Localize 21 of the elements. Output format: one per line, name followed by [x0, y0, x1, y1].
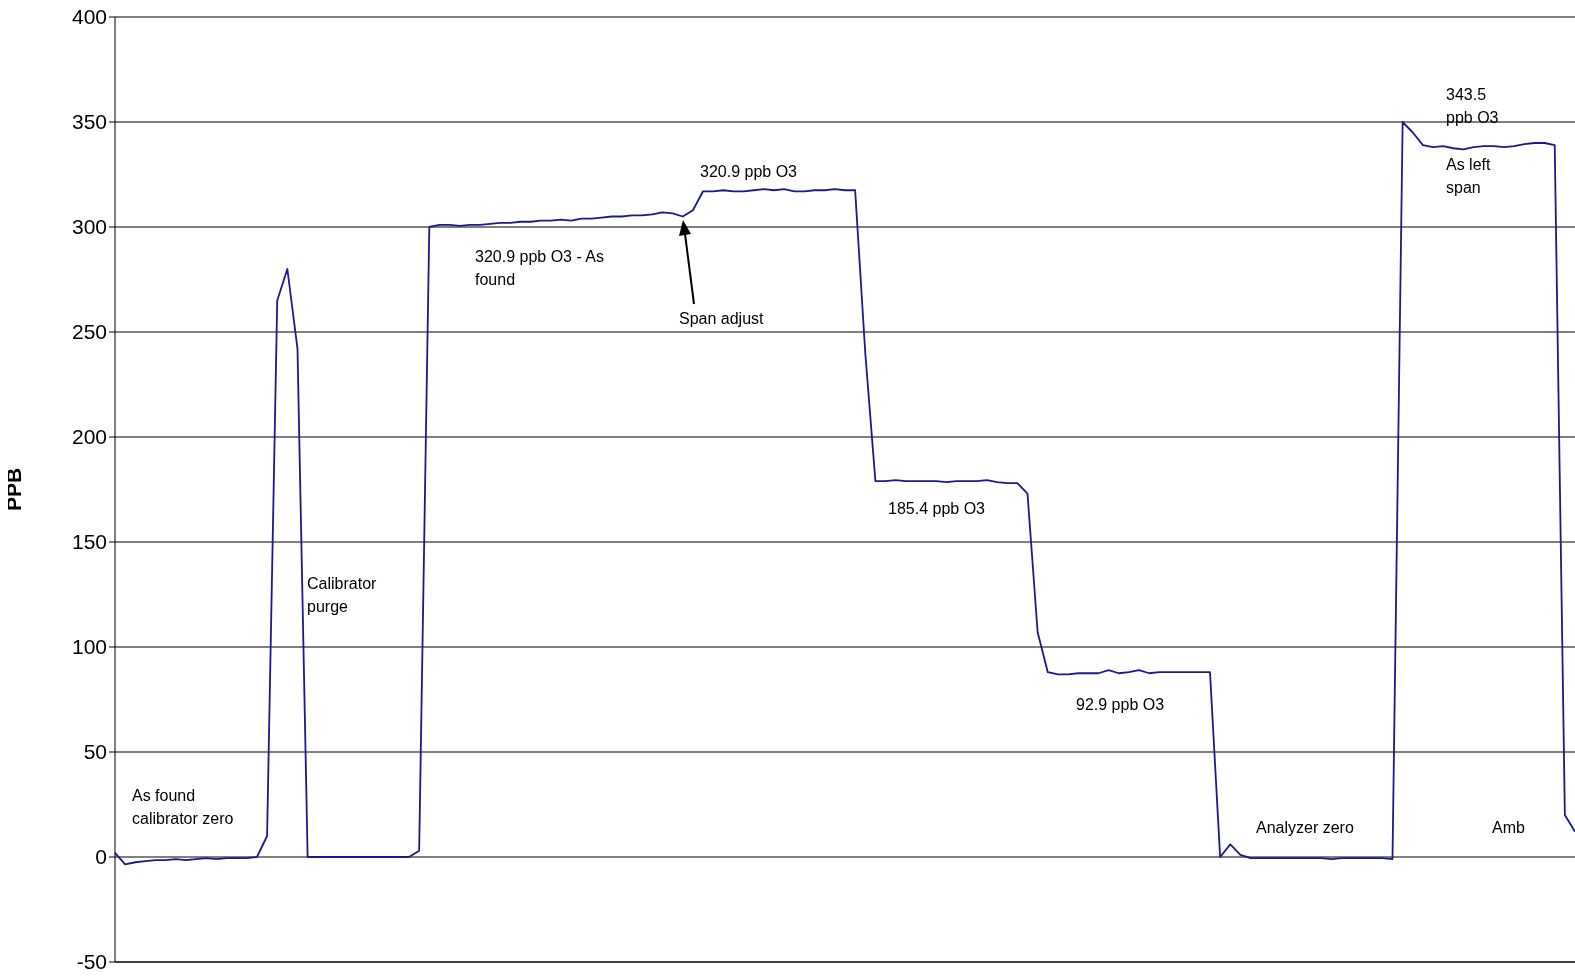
- y-tick-label: 400: [71, 5, 107, 29]
- annotation: Calibrator purge: [307, 574, 378, 617]
- y-tick-label: 350: [71, 110, 107, 134]
- annotation: 343.5 ppb O3: [1446, 85, 1500, 128]
- y-tick-label: 250: [71, 320, 107, 344]
- annotation: 92.9 ppb O3: [1076, 695, 1166, 715]
- annotation: Amb: [1492, 818, 1526, 838]
- y-tick-label: 0: [95, 845, 107, 869]
- annotation: 185.4 ppb O3: [888, 499, 986, 519]
- annotation: Span adjust: [679, 309, 765, 329]
- y-tick-label: -50: [76, 950, 107, 974]
- annotation: 320.9 ppb O3: [700, 162, 798, 182]
- y-tick-label: 50: [83, 740, 107, 764]
- annotation: Analyzer zero: [1256, 818, 1355, 838]
- y-tick-label: 200: [71, 425, 107, 449]
- annotation: As left span: [1446, 155, 1492, 198]
- y-tick-label: 150: [71, 530, 107, 554]
- annotation: As found calibrator zero: [132, 786, 235, 829]
- y-tick-label: 100: [71, 635, 107, 659]
- annotation: 320.9 ppb O3 - As found: [475, 247, 605, 290]
- y-tick-label: 300: [71, 215, 107, 239]
